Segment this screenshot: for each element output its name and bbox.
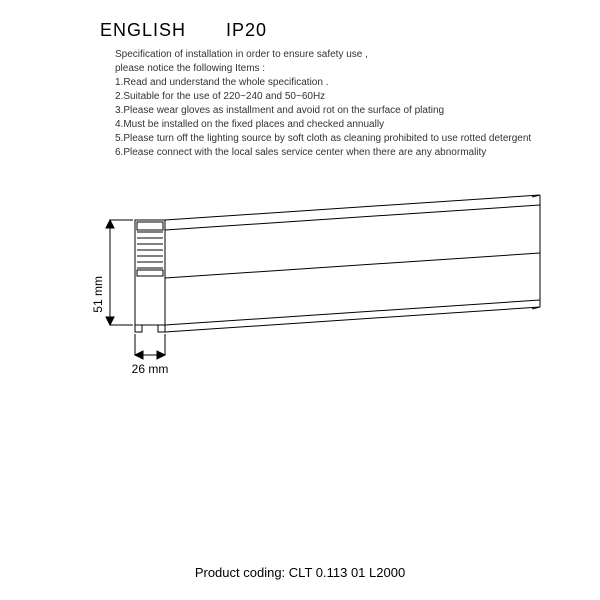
product-coding-label: Product coding: xyxy=(195,565,285,580)
ip-rating: IP20 xyxy=(226,20,267,41)
spec-intro-2: please notice the following Items : xyxy=(115,62,575,76)
spec-item: 2.Suitable for the use of 220~240 and 50… xyxy=(115,90,575,104)
technical-drawing: 51 mm 26 mm xyxy=(60,190,560,470)
header: ENGLISH IP20 xyxy=(100,20,267,41)
extrusion-diagram: 51 mm 26 mm xyxy=(60,190,560,470)
spec-intro-1: Specification of installation in order t… xyxy=(115,48,575,62)
specification-text: Specification of installation in order t… xyxy=(115,48,575,160)
spec-item: 5.Please turn off the lighting source by… xyxy=(115,132,575,146)
spec-item: 4.Must be installed on the fixed places … xyxy=(115,118,575,132)
language-label: ENGLISH xyxy=(100,20,186,41)
spec-item: 1.Read and understand the whole specific… xyxy=(115,76,575,90)
spec-item: 3.Please wear gloves as installment and … xyxy=(115,104,575,118)
spec-item: 6.Please connect with the local sales se… xyxy=(115,146,575,160)
product-coding-value: CLT 0.113 01 L2000 xyxy=(289,565,405,580)
product-coding: Product coding: CLT 0.113 01 L2000 xyxy=(0,565,600,580)
width-dimension-text: 26 mm xyxy=(132,362,169,376)
height-dimension-text: 51 mm xyxy=(91,276,105,313)
